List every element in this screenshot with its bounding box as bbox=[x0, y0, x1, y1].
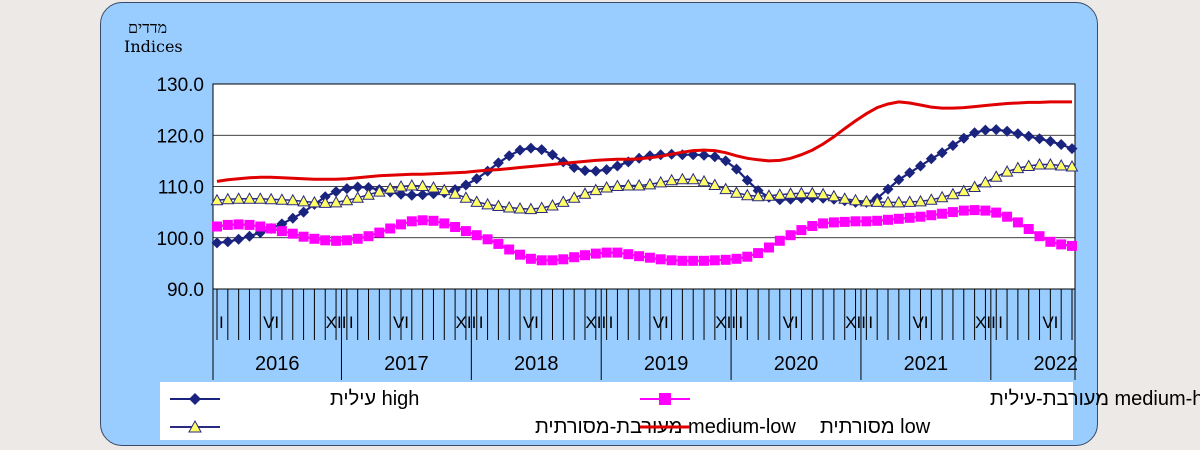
series-line-2 bbox=[212, 205, 1077, 266]
month-label: VI bbox=[1042, 313, 1058, 332]
year-label: 2019 bbox=[644, 353, 689, 375]
month-label: XII bbox=[456, 313, 477, 332]
year-label: 2016 bbox=[255, 353, 300, 375]
month-label: VI bbox=[393, 313, 409, 332]
month-label: VI bbox=[263, 313, 279, 332]
series-line-3 bbox=[210, 157, 1079, 215]
year-label: 2018 bbox=[514, 353, 559, 375]
y-tick-label: 100.0 bbox=[156, 229, 204, 250]
legend-label-1: high עילית bbox=[330, 388, 419, 410]
month-label: XII bbox=[585, 313, 606, 332]
series-group bbox=[210, 100, 1079, 266]
y-title-he: מדדים bbox=[128, 18, 167, 37]
month-label: XII bbox=[845, 313, 866, 332]
year-label: 2021 bbox=[904, 353, 949, 375]
series-line-4 bbox=[216, 100, 1072, 183]
y-title-en: Indices bbox=[124, 37, 183, 56]
legend-label-4: low מסורתית bbox=[820, 416, 931, 438]
x-axis: 2016 I VI XII 2017 I VI XII 2018 I VI XII 2019 I VI XII… bbox=[212, 289, 1079, 380]
y-tick-label: 120.0 bbox=[156, 126, 204, 147]
legend-square-icon bbox=[659, 393, 671, 405]
month-label: VI bbox=[653, 313, 669, 332]
legend-triangle-icon bbox=[188, 419, 202, 433]
year-label: 2020 bbox=[774, 353, 819, 375]
month-label: VI bbox=[523, 313, 539, 332]
month-label: XII bbox=[326, 313, 347, 332]
month-label: I bbox=[868, 313, 873, 332]
y-tick-label: 130.0 bbox=[156, 75, 204, 96]
month-label: I bbox=[349, 313, 354, 332]
legend-label-2: medium-high מעורבת-עילית bbox=[990, 388, 1200, 410]
year-label: 2017 bbox=[384, 353, 429, 375]
month-label: I bbox=[998, 313, 1003, 332]
year-label: 2022 bbox=[1034, 353, 1079, 375]
month-label: I bbox=[219, 313, 224, 332]
month-label: VI bbox=[783, 313, 799, 332]
month-label: I bbox=[609, 313, 614, 332]
month-label: I bbox=[738, 313, 743, 332]
legend-diamond-icon bbox=[189, 393, 201, 405]
month-label: XII bbox=[715, 313, 736, 332]
y-tick-label: 110.0 bbox=[158, 178, 204, 199]
legend bbox=[160, 382, 1073, 440]
y-tick-label: 90.0 bbox=[167, 280, 204, 301]
y-tick-labels: 90.0 100.0 110.0 120.0 130.0 bbox=[156, 75, 204, 301]
month-label: XII bbox=[975, 313, 996, 332]
month-label: VI bbox=[912, 313, 928, 332]
month-label: I bbox=[479, 313, 484, 332]
